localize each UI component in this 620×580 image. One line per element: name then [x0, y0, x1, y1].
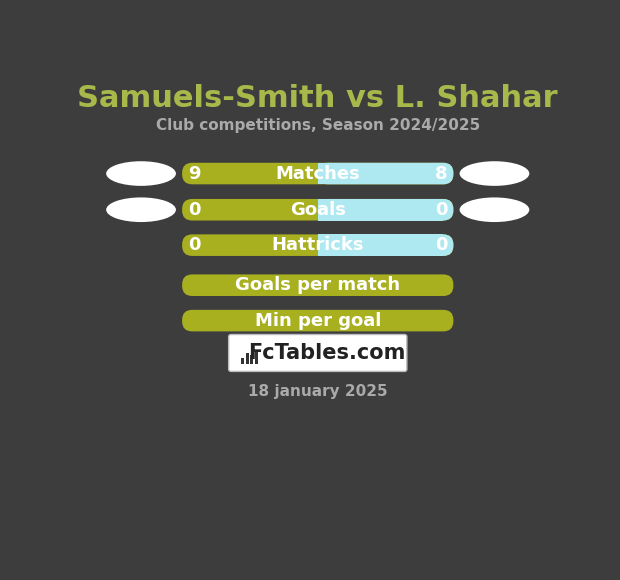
- FancyBboxPatch shape: [182, 310, 453, 331]
- Bar: [250, 356, 254, 364]
- Text: Club competitions, Season 2024/2025: Club competitions, Season 2024/2025: [156, 118, 480, 133]
- Ellipse shape: [459, 161, 529, 186]
- Text: FcTables.com: FcTables.com: [249, 343, 405, 363]
- FancyBboxPatch shape: [317, 163, 453, 184]
- Text: 8: 8: [435, 165, 447, 183]
- Bar: [317, 199, 443, 220]
- FancyBboxPatch shape: [182, 163, 453, 184]
- FancyBboxPatch shape: [317, 199, 453, 220]
- Bar: [317, 163, 443, 184]
- Text: Goals per match: Goals per match: [235, 276, 401, 294]
- Text: 0: 0: [435, 236, 447, 254]
- Text: Goals: Goals: [290, 201, 346, 219]
- Text: Samuels-Smith vs L. Shahar: Samuels-Smith vs L. Shahar: [78, 84, 558, 113]
- Text: Min per goal: Min per goal: [255, 311, 381, 329]
- Text: 18 january 2025: 18 january 2025: [248, 384, 388, 399]
- Text: Hattricks: Hattricks: [272, 236, 364, 254]
- Bar: [255, 350, 258, 364]
- Text: 0: 0: [188, 201, 201, 219]
- Bar: [241, 358, 244, 364]
- FancyBboxPatch shape: [229, 335, 407, 371]
- Ellipse shape: [106, 197, 176, 222]
- Ellipse shape: [106, 161, 176, 186]
- FancyBboxPatch shape: [182, 199, 453, 220]
- Bar: [317, 234, 443, 256]
- Text: 0: 0: [435, 201, 447, 219]
- FancyBboxPatch shape: [182, 234, 453, 256]
- Ellipse shape: [459, 197, 529, 222]
- Text: Matches: Matches: [275, 165, 360, 183]
- Text: 0: 0: [188, 236, 201, 254]
- FancyBboxPatch shape: [317, 234, 453, 256]
- Bar: [246, 353, 249, 364]
- Text: 9: 9: [188, 165, 201, 183]
- FancyBboxPatch shape: [182, 274, 453, 296]
